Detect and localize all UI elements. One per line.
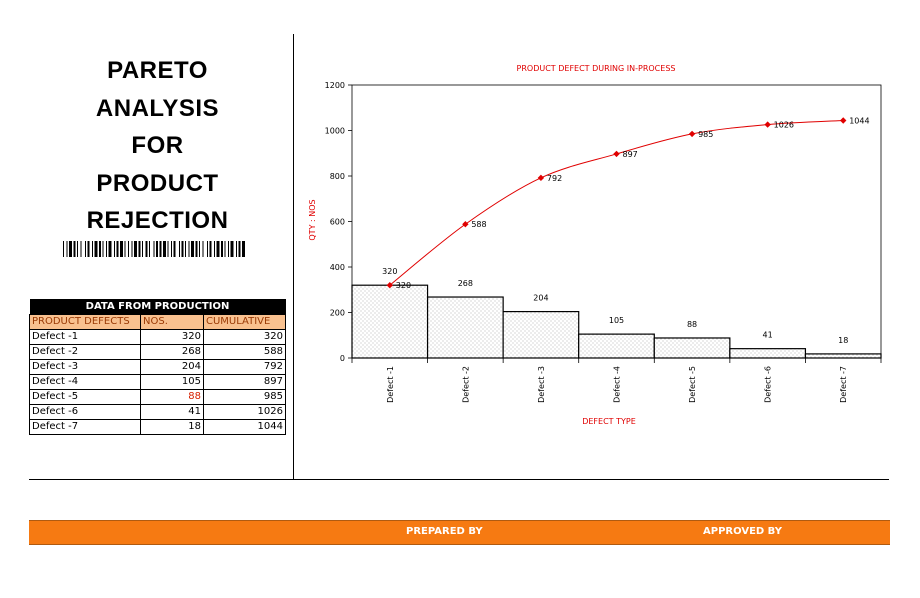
line-data-label: 985 [698,130,713,139]
line-data-label: 792 [547,174,562,183]
y-tick-label: 0 [340,354,345,363]
y-tick-label: 800 [330,172,345,181]
pareto-chart: PRODUCT DEFECT DURING IN-PROCESS QTY : N… [308,64,882,426]
footer-bar: PREPARED BY APPROVED BY [29,520,890,545]
x-axis-label: DEFECT TYPE [582,417,636,426]
table-row: Defect -1 320 320 [29,329,286,345]
bar [502,310,580,359]
table-row: Defect -2 268 588 [29,344,286,360]
bar [804,353,882,359]
table-row: Defect -5 88 985 [29,389,286,405]
barcode-icon [63,241,245,257]
cumulative-line [389,119,844,286]
cell-cumulative: 792 [203,359,286,375]
cell-defect: Defect -7 [29,419,141,435]
table-row: Defect -7 18 1044 [29,419,286,435]
cell-cumulative: 588 [203,344,286,360]
cell-nos: 320 [140,329,204,345]
y-tick-label: 1200 [325,81,345,90]
line-point [386,282,393,289]
production-data-table: DATA FROM PRODUCTION PRODUCT DEFECTS NOS… [29,299,286,435]
y-tick-label: 200 [330,309,345,318]
cell-cumulative: 1026 [203,404,286,420]
line-point [764,121,771,128]
cell-cumulative: 985 [203,389,286,405]
table-row: Defect -4 105 897 [29,374,286,390]
page-title: PARETO ANALYSIS FOR PRODUCT REJECTION [30,52,285,240]
bar [729,348,807,359]
cell-nos: 18 [140,419,204,435]
bar-data-label: 320 [382,267,397,276]
col-header-nos: NOS. [140,314,204,330]
title-line-2: ANALYSIS [95,94,220,122]
horizontal-divider [29,479,889,480]
x-tick-label: Defect -6 [764,366,773,403]
title-line-5: REJECTION [86,207,229,234]
prepared-by-label: PREPARED BY [406,526,483,537]
x-tick-label: Defect -4 [613,366,622,403]
cell-nos: 268 [140,344,204,360]
cell-nos: 41 [140,404,204,420]
cell-cumulative: 1044 [203,419,286,435]
cell-cumulative: 320 [203,329,286,345]
cell-defect: Defect -3 [29,359,141,375]
line-data-label: 1044 [849,116,869,125]
y-tick-label: 600 [330,218,345,227]
cell-defect: Defect -6 [29,404,141,420]
title-line-4: PRODUCT [96,169,219,197]
x-tick-label: Defect -7 [839,366,848,403]
cell-cumulative: 897 [203,374,286,390]
line-data-label: 588 [471,220,486,229]
cell-defect: Defect -2 [29,344,141,360]
cell-defect: Defect -4 [29,374,141,390]
bar-data-label: 268 [458,279,473,288]
x-tick-label: Defect -5 [688,366,697,403]
y-tick-label: 400 [330,263,345,272]
bar [351,284,429,359]
line-point [462,221,469,228]
cell-nos: 88 [140,389,204,405]
bar [426,296,504,359]
bar-data-label: 88 [687,320,697,329]
cell-defect: Defect -1 [29,329,141,345]
table-row: Defect -3 204 792 [29,359,286,375]
chart-title: PRODUCT DEFECT DURING IN-PROCESS [517,64,676,73]
line-point [613,150,620,158]
bar [653,337,731,359]
cell-defect: Defect -5 [29,389,141,405]
title-line-3: FOR [131,132,184,159]
x-tick-label: Defect -1 [386,366,395,403]
title-line-1: PARETO [107,57,208,84]
y-tick-label: 1000 [325,127,345,136]
line-point [688,130,696,138]
bar-data-label: 18 [838,336,848,345]
line-point [537,174,545,182]
col-header-cumulative: CUMULATIVE [203,314,286,330]
vertical-divider [293,34,294,480]
x-tick-label: Defect -2 [461,366,470,403]
cell-nos: 105 [140,374,204,390]
y-axis-label: QTY : NOS [308,199,317,240]
x-tick-label: Defect -3 [537,366,546,403]
bar-data-label: 105 [609,316,624,325]
line-point [840,117,847,124]
bar [578,333,655,359]
approved-by-label: APPROVED BY [703,526,782,537]
col-header-defects: PRODUCT DEFECTS [29,314,141,330]
table-heading: DATA FROM PRODUCTION [29,299,286,315]
line-data-label: 897 [623,150,638,159]
table-row: Defect -6 41 1026 [29,404,286,420]
bar-data-label: 41 [763,331,773,340]
line-data-label: 1026 [774,121,794,130]
bar-data-label: 204 [533,294,548,303]
line-data-label: 320 [396,281,411,290]
cell-nos: 204 [140,359,204,375]
